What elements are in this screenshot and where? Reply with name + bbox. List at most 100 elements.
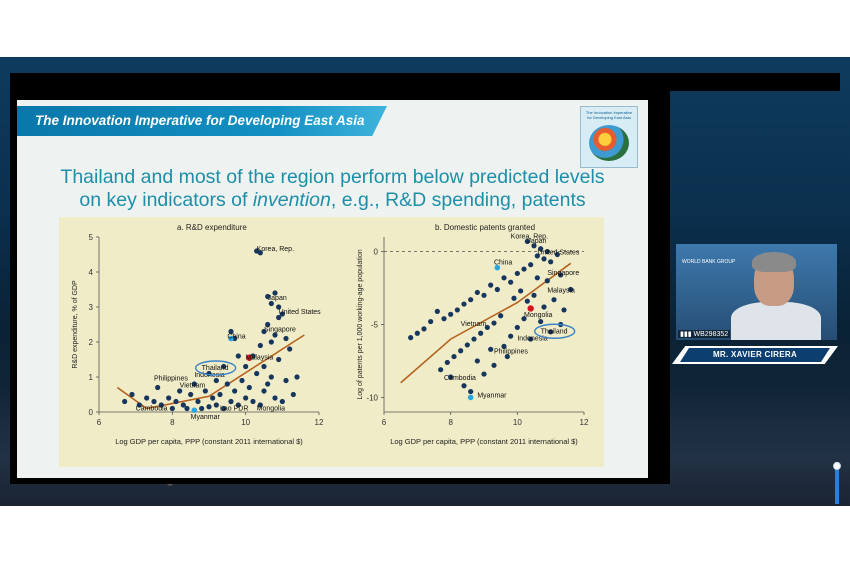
- slide-banner: The Innovation Imperative for Developing…: [17, 106, 387, 136]
- data-point: [524, 298, 530, 304]
- signal-bars-icon: ▮▮▮: [680, 331, 694, 338]
- data-point: [202, 388, 208, 394]
- data-point: [151, 398, 157, 405]
- data-point: [468, 388, 474, 395]
- y-tick-label: 3: [89, 303, 94, 312]
- x-tick-label: 6: [97, 418, 102, 427]
- data-point: [279, 398, 285, 405]
- data-point: [441, 316, 447, 322]
- data-point: [548, 329, 554, 335]
- x-tick-label: 8: [448, 418, 453, 427]
- country-label: Myanmar: [191, 414, 221, 421]
- data-point: [239, 377, 245, 384]
- data-point: [257, 250, 263, 256]
- data-point: [531, 292, 537, 298]
- country-label: Mongolia: [257, 405, 286, 412]
- data-point: [528, 262, 534, 268]
- slide-headline-line2: on key indicators of invention, e.g., R&…: [17, 189, 648, 212]
- data-point: [265, 381, 271, 387]
- x-tick-label: 12: [315, 418, 324, 427]
- country-label: China: [494, 260, 512, 267]
- signal-id-label: ▮▮▮ WB298352: [678, 330, 731, 338]
- highlighted-data-point: [246, 354, 253, 361]
- data-point: [261, 388, 267, 394]
- data-point: [257, 342, 263, 349]
- data-point: [287, 346, 293, 352]
- data-point: [544, 278, 550, 284]
- data-point: [243, 395, 249, 401]
- headline-post: , e.g., R&D spending, patents: [330, 189, 586, 211]
- volume-slider[interactable]: [833, 462, 841, 504]
- data-point: [428, 318, 434, 325]
- x-tick-label: 12: [580, 418, 589, 427]
- data-point: [158, 402, 164, 408]
- country-label: Myanmar: [477, 392, 507, 399]
- data-point: [474, 289, 480, 296]
- speaker-hair: [752, 252, 796, 272]
- y-tick-label: 1: [89, 373, 94, 382]
- screen-top-bar: [10, 73, 840, 91]
- country-label: Malaysia: [547, 287, 575, 294]
- country-label: Indonesia: [194, 372, 224, 379]
- data-point: [568, 286, 574, 293]
- data-point: [504, 353, 510, 360]
- volume-slider-fill: [835, 468, 839, 504]
- data-point: [498, 313, 504, 319]
- data-point: [458, 348, 464, 354]
- data-point: [508, 333, 514, 339]
- data-point: [434, 308, 440, 314]
- data-point: [261, 328, 267, 335]
- data-point: [129, 391, 135, 398]
- x-tick-label: 8: [170, 418, 175, 427]
- x-axis-label: Log GDP per capita, PPP (constant 2011 i…: [115, 437, 303, 446]
- data-point: [541, 256, 547, 262]
- data-point: [421, 326, 427, 332]
- data-point: [276, 304, 282, 310]
- presentation-slide: The Innovation Imperative for Developing…: [17, 100, 648, 478]
- data-point: [122, 398, 128, 405]
- data-point: [448, 311, 454, 317]
- data-point: [276, 314, 282, 321]
- data-point: [474, 358, 480, 364]
- volume-slider-knob[interactable]: [833, 462, 841, 470]
- thailand-highlight-circle: [533, 323, 576, 339]
- data-point: [261, 363, 267, 370]
- data-point: [561, 307, 567, 313]
- chart-b-title: b. Domestic patents granted: [435, 223, 536, 232]
- headline-pre: on key indicators of: [79, 189, 253, 211]
- data-point: [501, 343, 507, 349]
- data-point: [478, 330, 484, 336]
- data-point: [265, 321, 271, 328]
- data-point: [279, 311, 285, 317]
- data-point: [548, 259, 554, 265]
- country-label: Vietnam: [180, 383, 206, 390]
- data-point: [265, 293, 271, 300]
- headline-emphasis: invention: [252, 189, 331, 211]
- data-point: [501, 275, 507, 281]
- accent-data-point: [228, 335, 234, 342]
- data-point: [471, 336, 477, 342]
- highlighted-data-point: [527, 305, 534, 312]
- country-label: Lao PDR: [220, 405, 248, 412]
- data-point: [538, 246, 544, 252]
- country-label: Philippines: [154, 376, 188, 383]
- data-point: [491, 320, 497, 326]
- data-point: [414, 330, 420, 336]
- data-point: [213, 402, 219, 408]
- y-tick-label: -10: [366, 393, 378, 402]
- data-point: [451, 353, 457, 360]
- cover-title: The Innovation Imperative for Developing…: [585, 110, 633, 120]
- speaker-video: WORLD BANK GROUP ▮▮▮ WB298352: [676, 244, 837, 340]
- data-point: [454, 307, 460, 313]
- data-point: [180, 402, 186, 408]
- data-point: [184, 405, 190, 412]
- speaker-body: [731, 302, 821, 340]
- data-point: [538, 318, 544, 325]
- data-point: [246, 384, 252, 391]
- thailand-highlight-circle: [194, 360, 237, 376]
- country-label: Philippines: [494, 349, 528, 356]
- data-point: [534, 253, 540, 259]
- data-point: [511, 295, 517, 301]
- chart-a-title: a. R&D expenditure: [177, 223, 247, 232]
- data-point: [484, 324, 490, 331]
